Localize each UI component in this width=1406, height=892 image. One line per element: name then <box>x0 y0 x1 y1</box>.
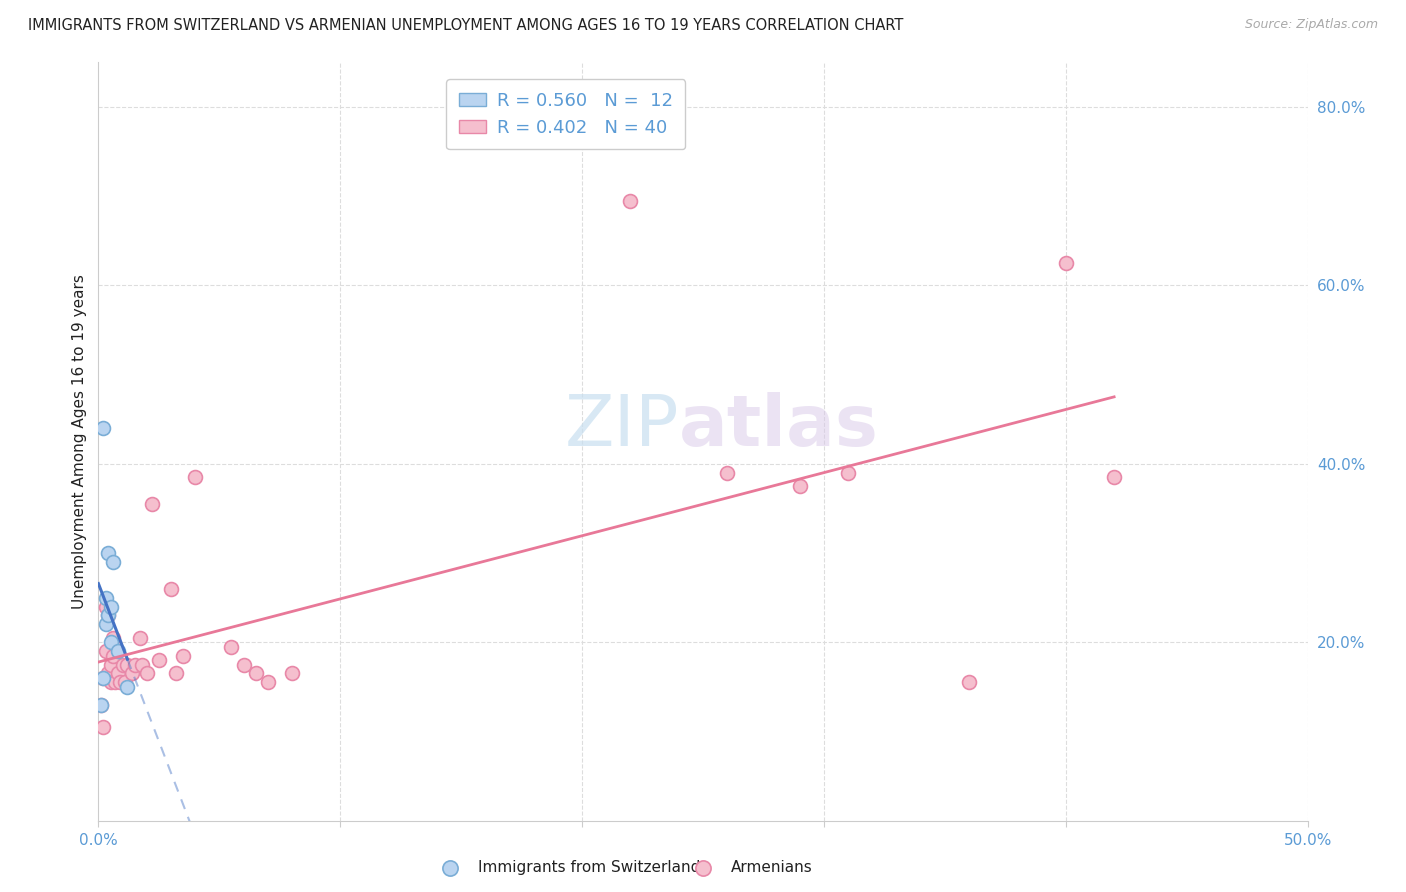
Point <box>111 657 134 672</box>
Point <box>117 680 139 694</box>
Point <box>172 648 194 663</box>
Point <box>957 675 980 690</box>
Point <box>692 861 714 875</box>
Point <box>104 675 127 690</box>
Point <box>91 671 114 685</box>
Point <box>128 631 150 645</box>
Point <box>94 644 117 658</box>
Point <box>101 555 124 569</box>
Point <box>101 631 124 645</box>
Point <box>1102 470 1125 484</box>
Text: Source: ZipAtlas.com: Source: ZipAtlas.com <box>1244 18 1378 31</box>
Point <box>107 666 129 681</box>
Text: atlas: atlas <box>679 392 879 461</box>
Point <box>90 698 112 712</box>
Point <box>148 653 170 667</box>
Point <box>108 675 131 690</box>
Point <box>97 608 120 623</box>
Point <box>100 657 122 672</box>
Point <box>165 666 187 681</box>
Point <box>245 666 267 681</box>
Point <box>94 617 117 632</box>
Point <box>94 599 117 614</box>
Point <box>131 657 153 672</box>
Point <box>789 479 811 493</box>
Point <box>101 648 124 663</box>
Legend: R = 0.560   N =  12, R = 0.402   N = 40: R = 0.560 N = 12, R = 0.402 N = 40 <box>446 79 685 149</box>
Point <box>221 640 243 654</box>
Point <box>121 666 143 681</box>
Point <box>100 635 122 649</box>
Point <box>256 675 278 690</box>
Point <box>90 698 112 712</box>
Point <box>716 466 738 480</box>
Point <box>114 675 136 690</box>
Point <box>97 608 120 623</box>
Text: Armenians: Armenians <box>731 861 813 875</box>
Point <box>97 546 120 560</box>
Point <box>91 720 114 734</box>
Point <box>135 666 157 681</box>
Point <box>619 194 641 208</box>
Point <box>97 666 120 681</box>
Point <box>160 582 183 596</box>
Point <box>107 644 129 658</box>
Y-axis label: Unemployment Among Ages 16 to 19 years: Unemployment Among Ages 16 to 19 years <box>72 274 87 609</box>
Point <box>100 599 122 614</box>
Point <box>100 675 122 690</box>
Point <box>91 421 114 435</box>
Point <box>281 666 304 681</box>
Point <box>184 470 207 484</box>
Point <box>124 657 146 672</box>
Point <box>117 657 139 672</box>
Point <box>439 861 461 875</box>
Text: Immigrants from Switzerland: Immigrants from Switzerland <box>478 861 700 875</box>
Point <box>94 591 117 605</box>
Point <box>141 497 163 511</box>
Point <box>91 671 114 685</box>
Text: ZIP: ZIP <box>564 392 679 461</box>
Point <box>837 466 859 480</box>
Text: IMMIGRANTS FROM SWITZERLAND VS ARMENIAN UNEMPLOYMENT AMONG AGES 16 TO 19 YEARS C: IMMIGRANTS FROM SWITZERLAND VS ARMENIAN … <box>28 18 904 33</box>
Point <box>232 657 254 672</box>
Point <box>1054 256 1077 270</box>
